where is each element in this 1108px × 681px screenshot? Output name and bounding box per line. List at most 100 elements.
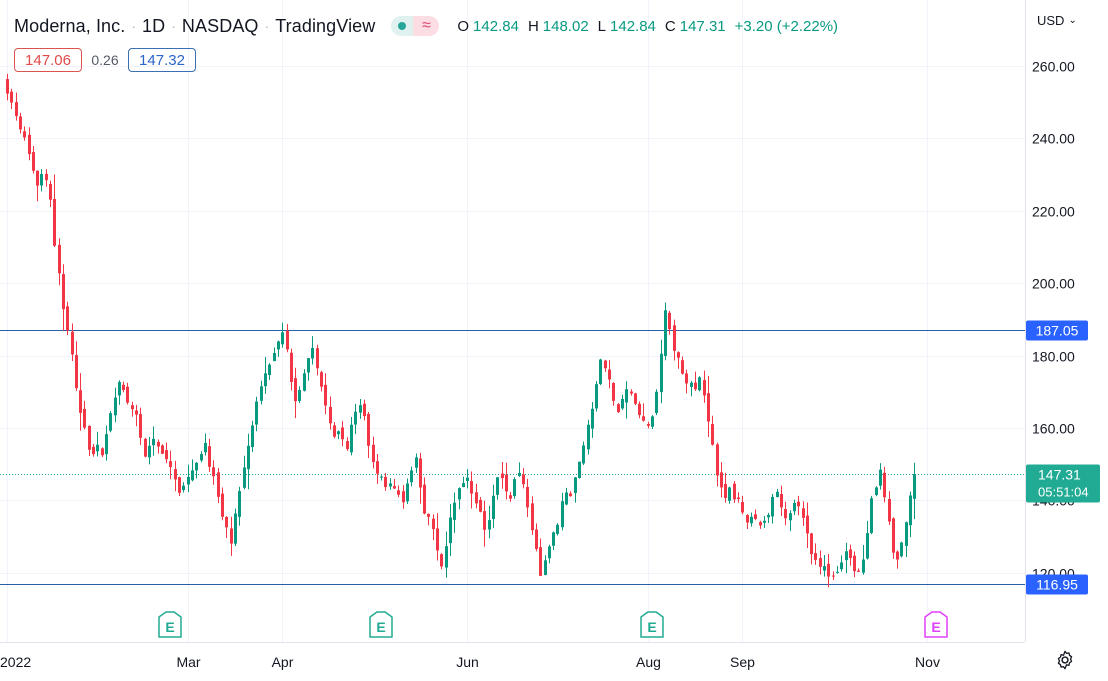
candle <box>346 437 349 451</box>
candle-body <box>165 450 168 460</box>
bid-price-button[interactable]: 147.06 <box>14 48 82 72</box>
candle-body <box>225 516 228 528</box>
candle <box>15 92 18 121</box>
x-tick-label: Mar <box>176 654 200 670</box>
candle-body <box>410 470 413 483</box>
candle <box>574 477 577 503</box>
candle <box>703 370 706 403</box>
candle-body <box>853 555 856 572</box>
candle <box>883 466 886 503</box>
candle-body <box>905 522 908 546</box>
candle-body <box>182 485 185 491</box>
candle <box>380 475 383 481</box>
candle-body <box>53 199 56 246</box>
candle <box>642 403 645 422</box>
candle <box>10 88 13 110</box>
candle <box>720 462 723 498</box>
candle <box>148 436 151 465</box>
candle-body <box>376 461 379 474</box>
candle-body <box>621 399 624 409</box>
earnings-marker-label: E <box>931 619 940 635</box>
candle <box>397 485 400 498</box>
earnings-marker-icon[interactable]: E <box>640 611 664 638</box>
candle <box>294 367 297 419</box>
candle-body <box>380 476 383 478</box>
candle-body <box>290 352 293 382</box>
candle <box>247 433 250 490</box>
ask-price-button[interactable]: 147.32 <box>128 48 196 72</box>
wave-icon[interactable]: ≈ <box>413 16 440 36</box>
candle-body <box>802 508 805 518</box>
candle-body <box>501 473 504 479</box>
candle-body <box>191 470 194 481</box>
candle-body <box>363 403 366 417</box>
candle <box>324 373 327 415</box>
candle-body <box>161 445 164 454</box>
chart-header: Moderna, Inc. · 1D · NASDAQ · TradingVie… <box>14 14 838 38</box>
market-open-dot-icon[interactable] <box>391 16 414 36</box>
candle-body <box>694 382 697 390</box>
candle-body <box>122 384 125 390</box>
candle <box>376 454 379 484</box>
header-separator: · <box>131 18 137 34</box>
candle <box>208 438 211 472</box>
candle <box>88 425 91 456</box>
candle <box>875 486 878 497</box>
candle-body <box>488 520 491 530</box>
candle <box>587 419 590 455</box>
candle-body <box>819 558 822 567</box>
candle <box>793 499 796 515</box>
candle <box>621 394 624 410</box>
chevron-down-icon: ⌄ <box>1068 15 1077 26</box>
candle <box>406 478 409 505</box>
candle <box>169 450 172 480</box>
candle-body <box>6 79 9 94</box>
candle-body <box>522 474 525 485</box>
earnings-marker-icon[interactable]: E <box>158 611 182 638</box>
candle <box>329 396 332 430</box>
candle <box>698 376 701 392</box>
candle <box>556 523 559 536</box>
candle <box>273 347 276 362</box>
candle-body <box>625 389 628 403</box>
candle-body <box>617 404 620 413</box>
candle-body <box>711 423 714 445</box>
candle-body <box>92 446 95 455</box>
candle <box>58 238 61 286</box>
candle-body <box>178 477 181 493</box>
candle <box>913 462 916 520</box>
candle-body <box>152 438 155 446</box>
candle-body <box>243 467 246 488</box>
candle <box>797 495 800 516</box>
candle-body <box>23 131 26 138</box>
gear-icon[interactable] <box>1054 649 1076 671</box>
earnings-marker-icon[interactable]: E <box>924 611 948 638</box>
earnings-marker-icon[interactable]: E <box>369 611 393 638</box>
x-tick-label: Jun <box>456 654 479 670</box>
candle <box>483 500 486 547</box>
candle-body <box>896 551 899 560</box>
currency-selector[interactable]: USD ⌄ <box>1037 13 1077 28</box>
candle <box>900 541 903 558</box>
candle-body <box>79 390 82 413</box>
candle <box>217 468 220 504</box>
symbol-name[interactable]: Moderna, Inc. <box>14 15 126 36</box>
candle <box>535 523 538 552</box>
candle-body <box>169 461 172 468</box>
candle <box>496 477 499 500</box>
candle <box>350 417 353 456</box>
candle <box>423 477 426 515</box>
candle-body <box>681 360 684 374</box>
candle-body <box>578 461 581 478</box>
candle-body <box>311 347 314 359</box>
candle-body <box>883 472 886 498</box>
candle-body <box>462 483 465 487</box>
candle <box>539 538 542 577</box>
candle-body <box>71 331 74 355</box>
interval-label[interactable]: 1D <box>142 15 166 36</box>
candle <box>139 407 142 446</box>
candle <box>191 459 194 482</box>
candle <box>320 370 323 392</box>
candle-body <box>195 462 198 471</box>
